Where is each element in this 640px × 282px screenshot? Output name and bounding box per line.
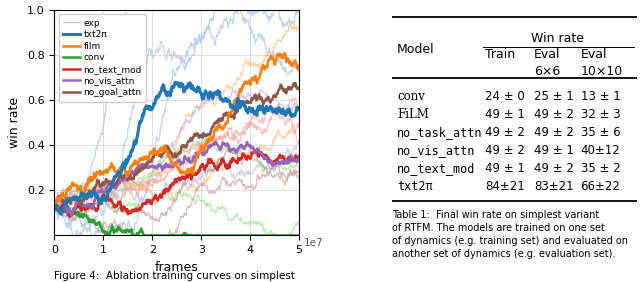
X-axis label: frames: frames [155,261,198,274]
Text: 10×10: 10×10 [580,65,623,78]
Text: 49 ± 2: 49 ± 2 [485,144,525,157]
Text: 35 ± 6: 35 ± 6 [580,126,620,139]
Text: 24 ± 0: 24 ± 0 [485,90,525,103]
Text: Train: Train [485,49,515,61]
Text: 6×6: 6×6 [534,65,560,78]
Text: 35 ± 2: 35 ± 2 [580,162,620,175]
Text: 1e7: 1e7 [304,238,324,248]
Text: 49 ± 1: 49 ± 1 [534,144,574,157]
Text: Model: Model [397,43,435,56]
Text: Figure 4:  Ablation training curves on simplest: Figure 4: Ablation training curves on si… [54,271,295,281]
Text: 49 ± 2: 49 ± 2 [534,108,574,121]
Text: no_text_mod: no_text_mod [397,162,476,175]
Text: 66±22: 66±22 [580,180,620,193]
Text: 40±12: 40±12 [580,144,620,157]
Text: FiLM: FiLM [397,108,429,121]
Text: 49 ± 1: 49 ± 1 [485,108,525,121]
Text: 32 ± 3: 32 ± 3 [580,108,620,121]
Text: 25 ± 1: 25 ± 1 [534,90,574,103]
Text: Eval: Eval [534,49,561,61]
Text: no_task_attn: no_task_attn [397,126,483,139]
Text: Eval: Eval [580,49,607,61]
Text: 13 ± 1: 13 ± 1 [580,90,620,103]
Text: 84±21: 84±21 [485,180,525,193]
Text: txt2π: txt2π [397,180,433,193]
Text: 49 ± 2: 49 ± 2 [485,126,525,139]
Y-axis label: win rate: win rate [8,97,21,148]
Text: 83±21: 83±21 [534,180,573,193]
Text: Win rate: Win rate [531,32,584,45]
Text: no_vis_attn: no_vis_attn [397,144,476,157]
Text: 49 ± 2: 49 ± 2 [534,162,574,175]
Text: 49 ± 1: 49 ± 1 [485,162,525,175]
Text: 49 ± 2: 49 ± 2 [534,126,574,139]
Text: Table 1:  Final win rate on simplest variant
of RTFM. The models are trained on : Table 1: Final win rate on simplest vari… [392,210,628,259]
Text: conv: conv [397,90,425,103]
Legend: exp, txt2π, film, conv, no_text_mod, no_vis_attn, no_goal_attn: exp, txt2π, film, conv, no_text_mod, no_… [59,14,146,102]
